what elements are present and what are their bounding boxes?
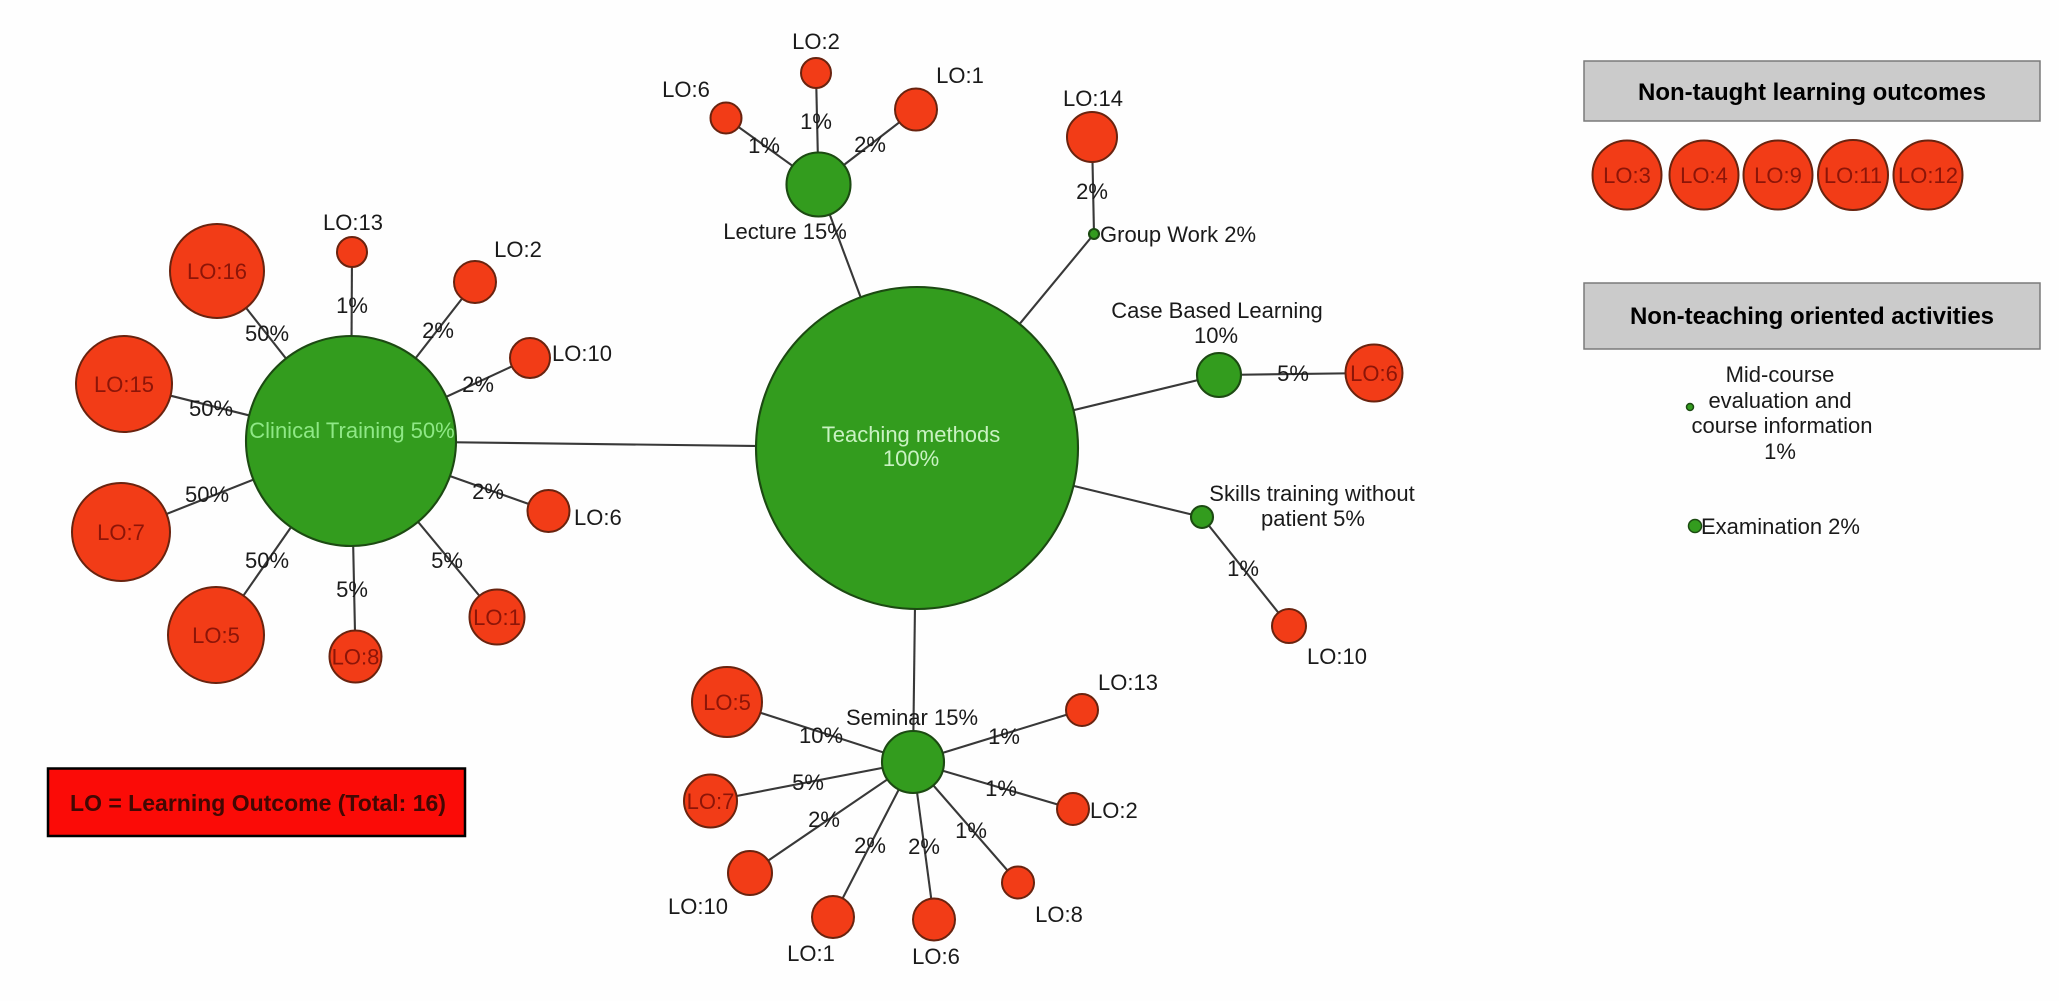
svg-text:1%: 1% bbox=[1227, 556, 1259, 581]
svg-text:2%: 2% bbox=[472, 479, 504, 504]
svg-text:LO:14: LO:14 bbox=[1063, 86, 1123, 111]
svg-text:LO:7: LO:7 bbox=[97, 520, 145, 545]
svg-text:Non-taught learning outcomes: Non-taught learning outcomes bbox=[1638, 79, 1986, 106]
svg-text:2%: 2% bbox=[462, 372, 494, 397]
svg-text:LO:13: LO:13 bbox=[323, 210, 383, 235]
svg-text:LO:8: LO:8 bbox=[332, 645, 380, 670]
svg-text:5%: 5% bbox=[1277, 361, 1309, 386]
svg-text:5%: 5% bbox=[336, 577, 368, 602]
svg-text:Examination 2%: Examination 2% bbox=[1701, 514, 1860, 539]
svg-text:LO:13: LO:13 bbox=[1098, 670, 1158, 695]
svg-text:Group Work 2%: Group Work 2% bbox=[1100, 222, 1256, 247]
svg-text:Case Based Learning: Case Based Learning bbox=[1111, 298, 1323, 323]
svg-text:1%: 1% bbox=[955, 818, 987, 843]
svg-text:LO:4: LO:4 bbox=[1680, 163, 1728, 188]
svg-text:1%: 1% bbox=[800, 109, 832, 134]
svg-text:LO:6: LO:6 bbox=[662, 77, 710, 102]
svg-text:LO = Learning Outcome (Total:: LO = Learning Outcome (Total: 16) bbox=[70, 790, 446, 816]
svg-text:LO:2: LO:2 bbox=[494, 237, 542, 262]
svg-text:LO:6: LO:6 bbox=[574, 505, 622, 530]
svg-text:50%: 50% bbox=[245, 548, 289, 573]
svg-text:LO:1: LO:1 bbox=[936, 63, 984, 88]
svg-text:2%: 2% bbox=[854, 132, 886, 157]
svg-text:Teaching methods: Teaching methods bbox=[822, 422, 1001, 447]
svg-text:2%: 2% bbox=[908, 834, 940, 859]
svg-text:50%: 50% bbox=[189, 396, 233, 421]
svg-text:LO:11: LO:11 bbox=[1824, 163, 1882, 188]
svg-text:patient 5%: patient 5% bbox=[1261, 506, 1365, 531]
svg-text:50%: 50% bbox=[245, 321, 289, 346]
svg-text:LO:7: LO:7 bbox=[687, 789, 735, 814]
svg-text:LO:10: LO:10 bbox=[552, 341, 612, 366]
svg-text:LO:3: LO:3 bbox=[1603, 163, 1651, 188]
svg-text:Seminar 15%: Seminar 15% bbox=[846, 705, 978, 730]
svg-text:Clinical Training 50%: Clinical Training 50% bbox=[249, 418, 454, 443]
svg-text:5%: 5% bbox=[431, 548, 463, 573]
svg-text:10%: 10% bbox=[1194, 323, 1238, 348]
svg-text:LO:12: LO:12 bbox=[1898, 163, 1958, 188]
svg-text:LO:6: LO:6 bbox=[1350, 361, 1398, 386]
svg-text:100%: 100% bbox=[883, 446, 939, 471]
svg-text:course information: course information bbox=[1692, 413, 1873, 438]
svg-text:Non-teaching oriented activiti: Non-teaching oriented activities bbox=[1630, 303, 1994, 330]
svg-text:LO:8: LO:8 bbox=[1035, 902, 1083, 927]
svg-text:50%: 50% bbox=[185, 482, 229, 507]
svg-text:LO:6: LO:6 bbox=[912, 944, 960, 969]
svg-text:Skills training without: Skills training without bbox=[1209, 481, 1414, 506]
svg-text:LO:10: LO:10 bbox=[1307, 644, 1367, 669]
svg-text:Lecture 15%: Lecture 15% bbox=[723, 219, 847, 244]
svg-text:evaluation and: evaluation and bbox=[1708, 388, 1851, 413]
svg-text:2%: 2% bbox=[1076, 179, 1108, 204]
svg-text:1%: 1% bbox=[985, 776, 1017, 801]
svg-text:LO:2: LO:2 bbox=[792, 29, 840, 54]
svg-text:1%: 1% bbox=[988, 724, 1020, 749]
svg-text:LO:2: LO:2 bbox=[1090, 798, 1138, 823]
svg-text:10%: 10% bbox=[799, 723, 843, 748]
svg-text:5%: 5% bbox=[792, 770, 824, 795]
svg-text:LO:15: LO:15 bbox=[94, 372, 154, 397]
svg-text:LO:10: LO:10 bbox=[668, 894, 728, 919]
svg-text:Mid-course: Mid-course bbox=[1726, 362, 1835, 387]
svg-text:1%: 1% bbox=[1764, 439, 1796, 464]
svg-text:2%: 2% bbox=[854, 833, 886, 858]
svg-text:1%: 1% bbox=[336, 293, 368, 318]
svg-text:LO:5: LO:5 bbox=[703, 690, 751, 715]
svg-text:LO:5: LO:5 bbox=[192, 623, 240, 648]
svg-text:LO:9: LO:9 bbox=[1754, 163, 1802, 188]
svg-text:LO:1: LO:1 bbox=[473, 605, 521, 630]
svg-text:1%: 1% bbox=[748, 133, 780, 158]
svg-text:2%: 2% bbox=[422, 318, 454, 343]
svg-text:2%: 2% bbox=[808, 807, 840, 832]
svg-text:LO:16: LO:16 bbox=[187, 259, 247, 284]
svg-text:LO:1: LO:1 bbox=[787, 941, 835, 966]
